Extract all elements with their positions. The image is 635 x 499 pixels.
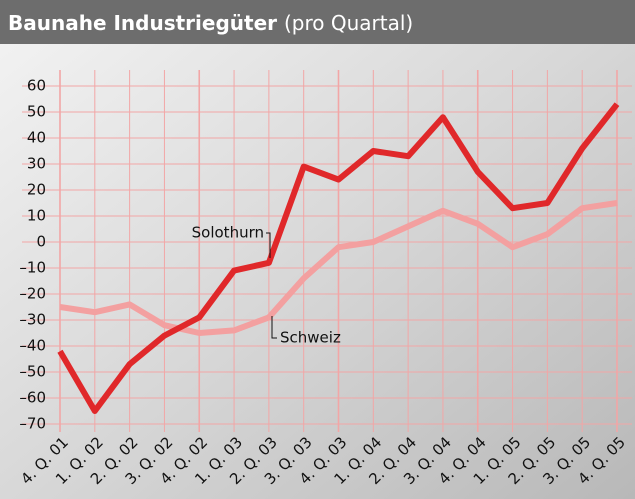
series-line <box>59 200 618 336</box>
series-line <box>57 102 620 414</box>
y-tick-label: –10 <box>19 259 46 277</box>
y-tick-label: –30 <box>19 311 46 329</box>
y-tick-label: 50 <box>27 103 46 121</box>
y-tick-label: –40 <box>19 337 46 355</box>
y-tick-label: 40 <box>27 129 46 147</box>
label-bracket <box>266 232 271 258</box>
y-tick-label: –60 <box>19 389 46 407</box>
title-bar <box>0 0 635 44</box>
y-tick-label: 30 <box>27 155 46 173</box>
label-bracket <box>271 316 277 339</box>
subtitle-text: (pro Quartal) <box>284 11 413 35</box>
y-tick-label: 60 <box>27 77 46 95</box>
y-tick-label: 0 <box>36 233 46 251</box>
y-tick-label: 20 <box>27 181 46 199</box>
y-tick-label: –50 <box>19 363 46 381</box>
title-text: Baunahe Industriegüter <box>8 11 277 35</box>
series-label: Schweiz <box>280 329 341 347</box>
y-tick-label: –70 <box>19 415 46 433</box>
series-label: Solothurn <box>192 224 264 242</box>
y-tick-label: –20 <box>19 285 46 303</box>
y-tick-label: 10 <box>27 207 46 225</box>
chart-title: Baunahe Industriegüter (pro Quartal) <box>8 11 413 35</box>
